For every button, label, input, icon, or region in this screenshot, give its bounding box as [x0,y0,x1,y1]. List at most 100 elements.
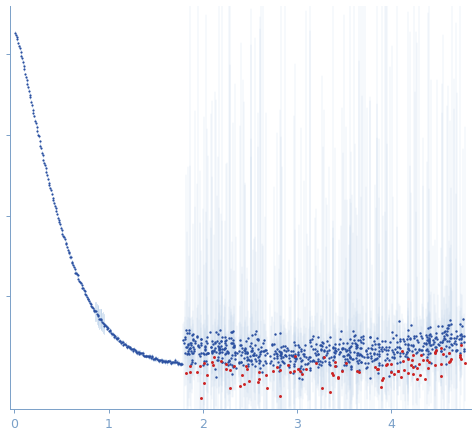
Point [411,350,418,357]
Point [49,195,56,202]
Point [459,333,467,340]
Point [374,347,382,354]
Point [245,357,253,364]
Point [424,347,431,354]
Point [310,345,318,352]
Point [189,350,197,357]
Point [338,368,346,375]
Point [395,353,403,360]
Point [433,323,441,329]
Point [410,333,417,340]
Point [224,361,232,368]
Point [106,327,113,334]
Point [78,284,86,291]
Point [424,336,431,343]
Point [386,339,393,346]
Point [228,328,236,335]
Point [372,365,380,372]
Point [260,357,268,364]
Point [377,384,384,391]
Point [218,345,225,352]
Point [412,348,420,355]
Point [244,334,251,341]
Point [290,354,298,361]
Point [311,340,319,347]
Point [412,375,420,382]
Point [308,346,316,353]
Point [220,345,228,352]
Point [190,347,198,354]
Point [331,362,338,369]
Point [50,196,57,203]
Point [30,109,37,116]
Point [181,336,188,343]
Point [346,354,354,361]
Point [97,316,104,323]
Point [222,336,229,343]
Point [403,345,411,352]
Point [120,340,128,347]
Point [425,342,433,349]
Point [274,368,282,375]
Point [425,358,432,365]
Point [355,366,362,373]
Point [255,357,263,364]
Point [299,352,307,359]
Point [338,345,346,352]
Point [251,355,258,362]
Point [193,342,201,349]
Point [344,345,352,352]
Point [185,326,192,333]
Point [290,360,298,367]
Point [392,343,399,350]
Point [408,364,416,371]
Point [168,360,175,367]
Point [151,356,159,363]
Point [273,345,280,352]
Point [253,336,261,343]
Point [423,354,430,361]
Point [369,337,377,344]
Point [169,359,177,366]
Point [259,340,267,347]
Point [99,319,107,326]
Point [431,344,439,351]
Point [20,65,28,72]
Point [266,352,273,359]
Point [389,354,397,361]
Point [27,93,34,100]
Point [221,360,229,367]
Point [459,348,467,355]
Point [134,348,141,355]
Point [418,343,426,350]
Point [229,344,237,351]
Point [216,326,223,333]
Point [415,361,422,368]
Point [237,358,245,365]
Point [262,359,269,366]
Point [396,345,403,352]
Point [91,308,99,315]
Point [445,338,452,345]
Point [402,336,409,343]
Point [141,353,149,360]
Point [35,133,42,140]
Point [187,347,194,354]
Point [89,305,97,312]
Point [248,347,256,354]
Point [232,350,240,357]
Point [277,354,285,361]
Point [46,184,54,191]
Point [28,102,36,109]
Point [188,331,195,338]
Point [404,341,411,348]
Point [227,329,235,336]
Point [379,346,387,353]
Point [295,365,303,372]
Point [325,359,332,366]
Point [431,329,438,336]
Point [351,345,358,352]
Point [362,350,370,357]
Point [129,347,137,354]
Point [73,271,80,278]
